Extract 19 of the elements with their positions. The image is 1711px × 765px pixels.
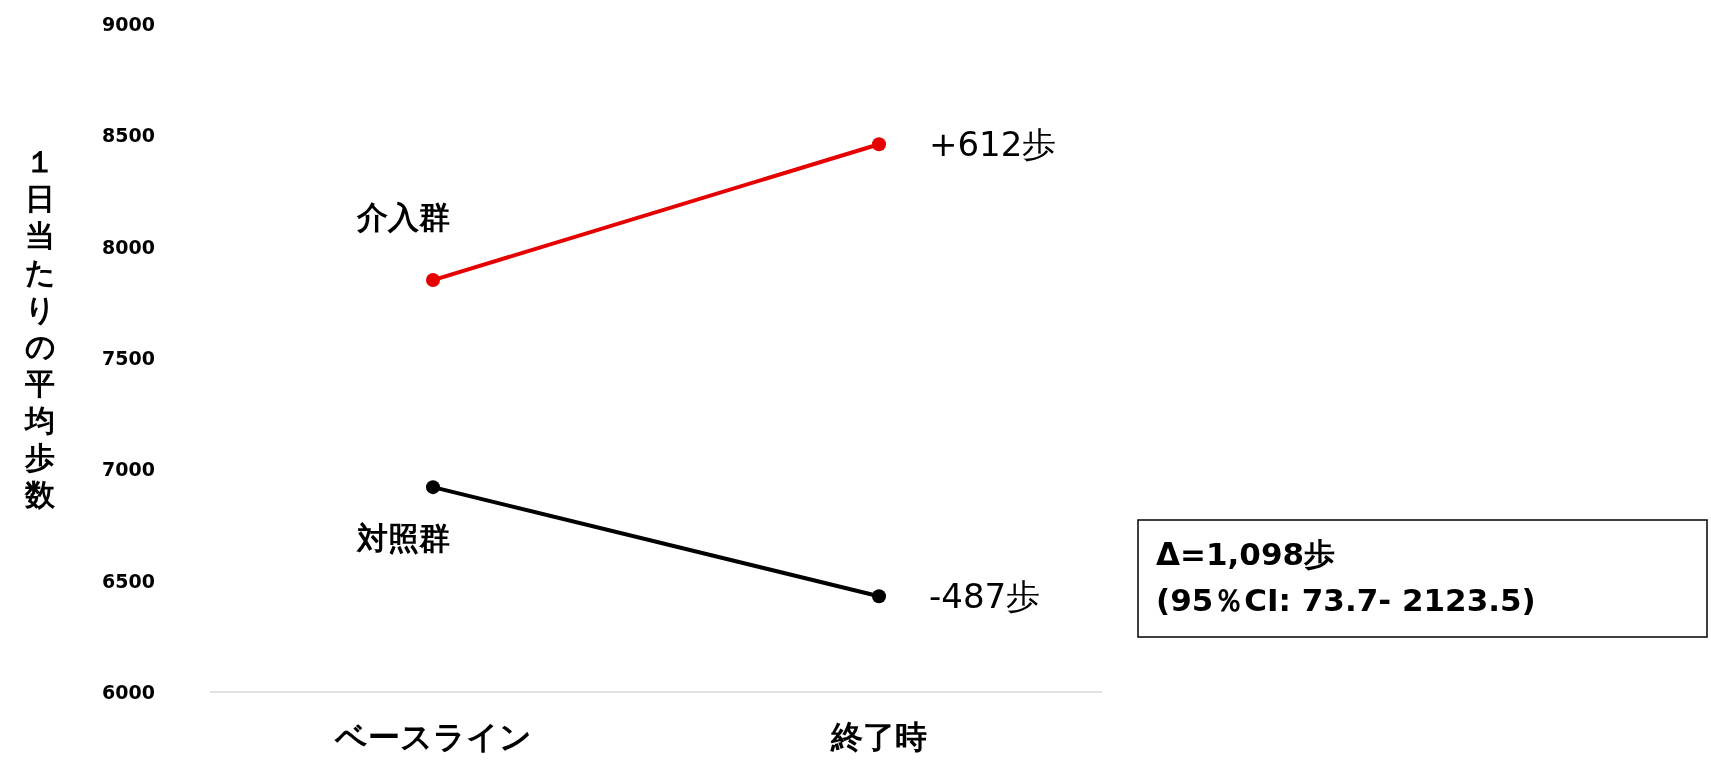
series-label: 介入群 bbox=[355, 199, 450, 236]
y-tick-label: 9000 bbox=[102, 13, 155, 35]
y-tick-label: 6000 bbox=[102, 681, 155, 703]
y-tick-label: 8500 bbox=[102, 124, 155, 147]
y-tick-label: 6500 bbox=[102, 569, 155, 592]
point bbox=[872, 589, 886, 604]
annotation: -487歩 bbox=[929, 576, 1041, 617]
text: １日当たりの平均歩数 bbox=[24, 143, 56, 512]
y-tick-label: 8000 bbox=[102, 235, 155, 258]
x-tick-label: 終了時 bbox=[830, 718, 927, 756]
x-tick-label: ベースライン bbox=[333, 718, 532, 756]
point bbox=[426, 273, 440, 288]
text: Δ=1,098歩 (95％CI: 73.7- 2123.5) bbox=[1156, 536, 1536, 618]
annotation: +612歩 bbox=[929, 124, 1057, 165]
point bbox=[872, 137, 886, 152]
y-tick-label: 7500 bbox=[102, 347, 155, 369]
point bbox=[426, 480, 440, 495]
series-label: 対照群 bbox=[355, 520, 450, 557]
y-tick-label: 7000 bbox=[102, 458, 155, 481]
